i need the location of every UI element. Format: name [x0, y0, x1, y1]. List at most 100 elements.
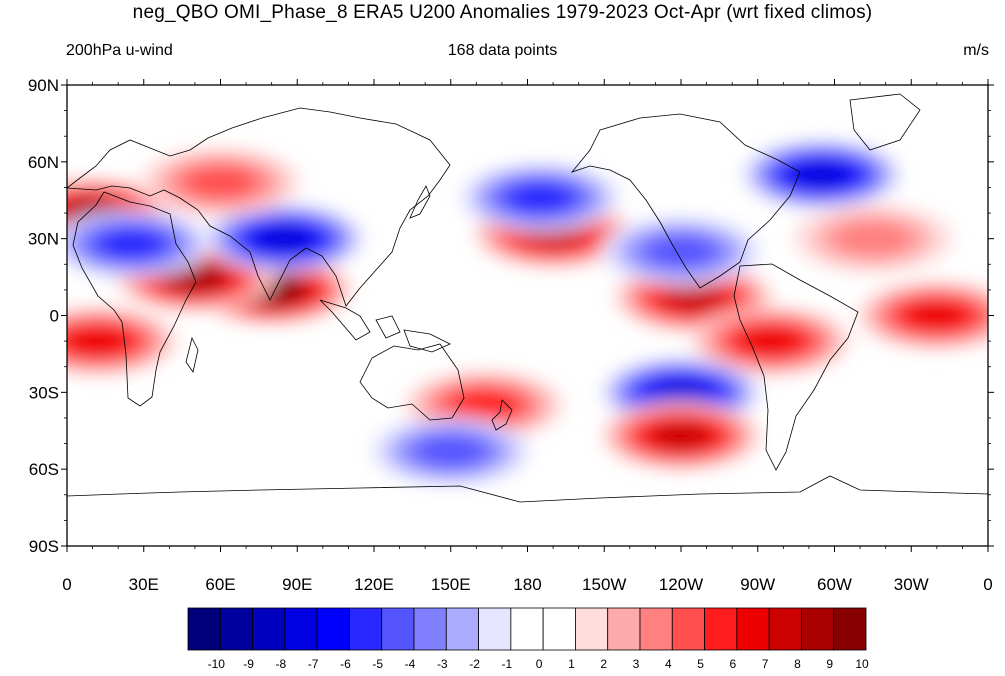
colorbar-label: -6 [340, 657, 351, 671]
anomaly-feature [601, 401, 761, 470]
colorbar-label: 7 [762, 657, 769, 671]
colorbar-swatch [349, 607, 383, 651]
coastline-japan [409, 185, 431, 219]
colorbar-label: 1 [568, 657, 575, 671]
colorbar-label: -7 [308, 657, 319, 671]
colorbar-label: 0 [536, 657, 543, 671]
colorbar-swatch [542, 607, 576, 651]
anomaly-contour [67, 327, 128, 356]
colorbar-swatch [768, 607, 802, 651]
longitude-tick-label: 90W [740, 575, 775, 594]
colorbar-swatch [607, 607, 641, 651]
coastline-greenland [849, 93, 921, 151]
latitude-tick-label: 30N [28, 230, 59, 249]
longitude-tick-label: 0 [62, 575, 71, 594]
longitude-tick-label: 60W [817, 575, 852, 594]
anomaly-feature [741, 140, 902, 209]
longitude-tick-labels: 0 30E 60E 90E 120E 150E 180 150W 120W 90W 60W 30W 0 [62, 575, 992, 594]
colorbar-swatch [284, 607, 318, 651]
colorbar-swatch [413, 607, 447, 651]
longitude-tick-label: 150E [431, 575, 471, 594]
coastline-africa [72, 191, 197, 407]
colorbar-label: 9 [826, 657, 833, 671]
longitude-tick-label: 0 [983, 575, 992, 594]
colorbar-swatch [801, 607, 835, 651]
colorbar-label: -4 [405, 657, 416, 671]
longitude-tick-label: 120W [659, 575, 703, 594]
anomaly-feature [460, 163, 621, 232]
colorbar-swatch [381, 607, 415, 651]
map-panel: 90N 60N 30N 0 30S 60S 90S 0 30E 60E 90E 120E 150E 18… [28, 76, 994, 594]
anomaly-contour [167, 264, 223, 291]
colorbar-swatch [316, 607, 350, 651]
longitude-tick-label: 150W [582, 575, 626, 594]
longitude-tick-label: 120E [354, 575, 394, 594]
colorbar-label: 6 [730, 657, 737, 671]
latitude-tick-label: 60S [29, 460, 59, 479]
anomaly-feature [67, 307, 178, 376]
coastline-australia [359, 343, 465, 421]
colorbar-label: 10 [855, 657, 869, 671]
colorbar-label: -5 [372, 657, 383, 671]
coastline-north-america [570, 113, 801, 289]
longitude-tick-label: 90E [282, 575, 312, 594]
colorbar-swatch [575, 607, 609, 651]
anomaly-contour [665, 284, 723, 312]
plot-title: neg_QBO OMI_Phase_8 ERA5 U200 Anomalies … [132, 2, 873, 23]
anomaly-feature [856, 281, 988, 350]
anomaly-feature [601, 217, 761, 286]
colorbar-swatch [736, 607, 770, 651]
colorbar-swatch [833, 607, 867, 651]
anomaly-contour [832, 220, 913, 257]
coastline-south-america [733, 263, 859, 471]
colorbar-swatch [478, 607, 512, 651]
longitude-tick-label: 60E [205, 575, 235, 594]
latitude-tick-label: 30S [29, 383, 59, 402]
anomaly-contour [415, 435, 486, 468]
anomaly-contour [793, 161, 851, 189]
colorbar-swatch [252, 607, 286, 651]
sample-count-label: 168 data points [447, 42, 558, 59]
anomaly-feature [140, 148, 301, 217]
colorbar-label: 4 [665, 657, 672, 671]
colorbar-label: -1 [502, 657, 513, 671]
latitude-tick-label: 90S [29, 537, 59, 556]
colorbar-label: -2 [469, 657, 480, 671]
longitude-tick-label: 30W [894, 575, 929, 594]
anomaly-feature [67, 209, 211, 278]
colorbar-swatch [445, 607, 479, 651]
latitude-tick-label: 90N [28, 76, 59, 95]
colorbar-label: 5 [697, 657, 704, 671]
anomaly-contour [652, 422, 710, 450]
colorbar-label: -3 [437, 657, 448, 671]
colorbar-label: -9 [243, 657, 254, 671]
anomaly-field [67, 93, 988, 503]
anomaly-feature [792, 204, 953, 273]
coastlines [67, 93, 988, 503]
coastline-maritime-continent [319, 299, 451, 353]
colorbar-swatch [219, 607, 253, 651]
colorbar-label: 8 [794, 657, 801, 671]
anomaly-contour [452, 390, 517, 420]
colorbar-label: -8 [276, 657, 287, 671]
colorbar-swatch [639, 607, 673, 651]
latitude-tick-label: 60N [28, 153, 59, 172]
anomaly-contour [652, 378, 710, 406]
colorbar-swatch [510, 607, 544, 651]
colorbar-swatch [671, 607, 705, 651]
colorbar-label: 3 [633, 657, 640, 671]
anomaly-feature [204, 204, 365, 273]
colorbar-swatch [704, 607, 738, 651]
colorbar-swatch [187, 607, 221, 651]
latitude-tick-label: 0 [50, 307, 59, 326]
coastline-eurasia [67, 107, 451, 307]
anomaly-contour [906, 301, 967, 330]
anomaly-contour [255, 225, 314, 253]
anomaly-contour [185, 166, 256, 199]
coastline-new-zealand [491, 399, 513, 431]
anomaly-feature [370, 417, 531, 486]
coastline-madagascar [185, 336, 199, 373]
anomaly-feature [690, 307, 851, 376]
colorbar: -10 -9 -8 -7 -6 -5 -4 -3 -2 -1 0 1 2 3 4 5 6 7 8 9 10 [187, 607, 869, 671]
